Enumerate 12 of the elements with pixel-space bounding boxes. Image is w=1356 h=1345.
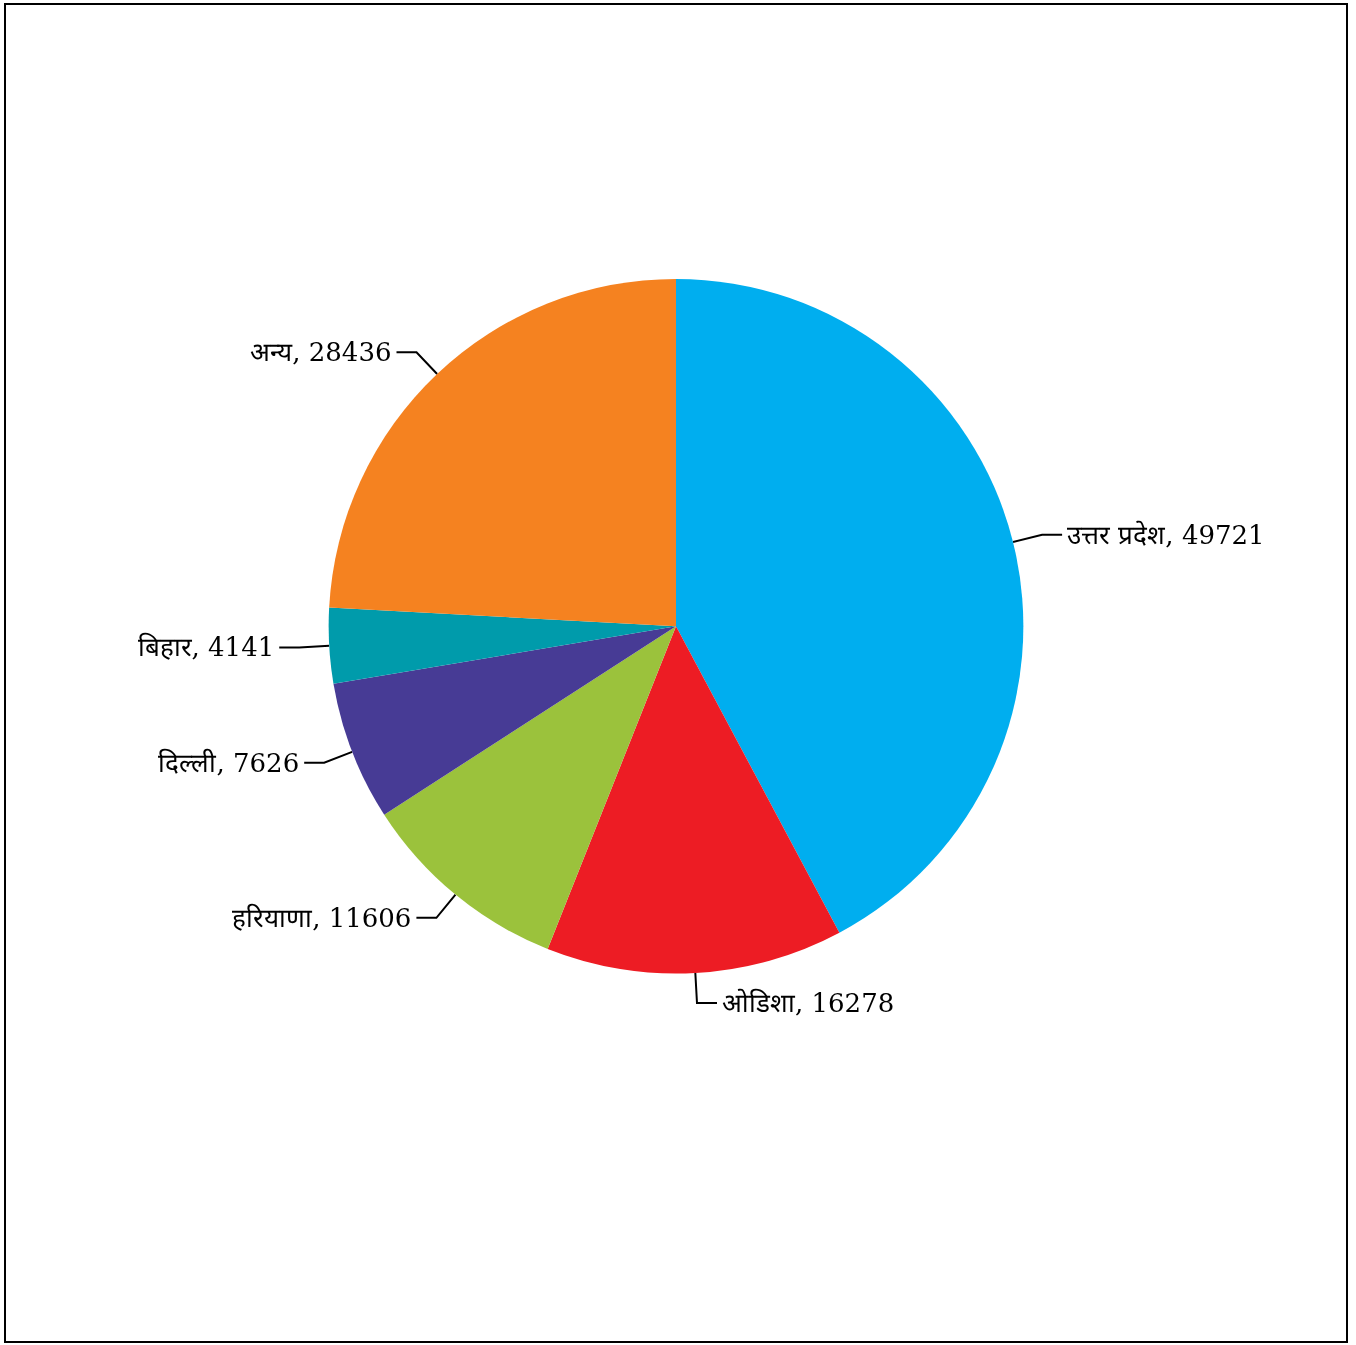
slice-label: उत्तर प्रदेश [1067,519,1167,550]
data-label: , 49721 [1165,519,1265,550]
slice-label: अन्य [250,337,294,368]
data-label: , 4141 [191,632,275,663]
slice-label: ओडिशा [722,988,796,1019]
data-label: , 7626 [216,747,300,778]
data-label: , 28436 [292,337,392,368]
slice-label: बिहार [137,632,193,663]
slice-label: हरियाणा [232,902,314,933]
data-label: , 16278 [795,988,895,1019]
slice-label: दिल्ली [158,747,218,778]
data-label: , 11606 [312,902,412,933]
